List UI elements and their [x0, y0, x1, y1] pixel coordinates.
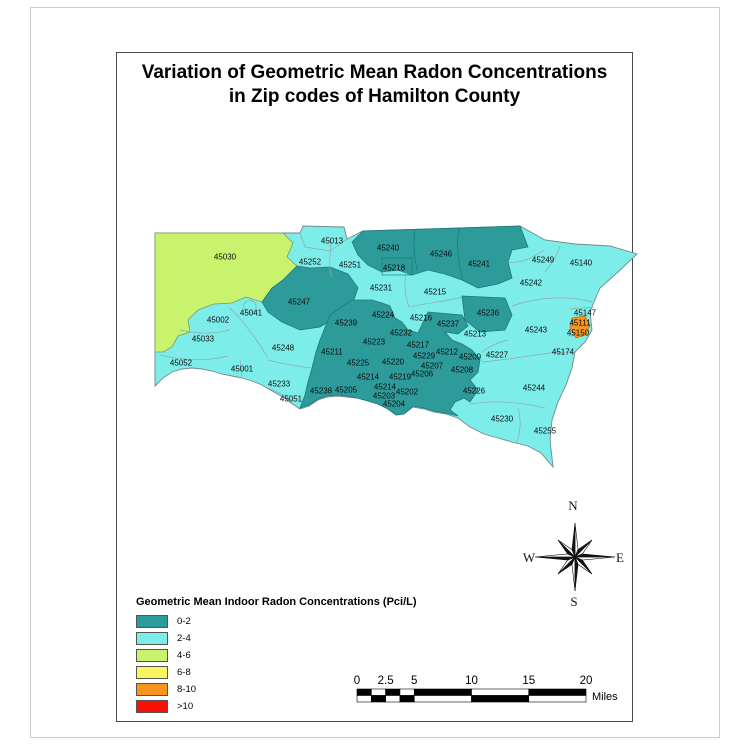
compass-point — [574, 556, 593, 575]
scale-unit-label: Miles — [592, 691, 618, 703]
compass-north-label: N — [568, 498, 578, 513]
scale-tick-label: 5 — [411, 675, 417, 687]
scale-bar-segment — [371, 695, 386, 703]
scale-bar-segment — [356, 695, 372, 703]
map-title-line1: Variation of Geometric Mean Radon Concen… — [141, 62, 608, 83]
scale-tick-label: 2.5 — [378, 675, 394, 687]
map-title: Variation of Geometric Mean Radon Concen… — [116, 61, 633, 109]
scale-bar-segment — [371, 688, 386, 696]
legend-label: 6-8 — [177, 667, 191, 678]
legend-label: 0-2 — [177, 616, 191, 627]
legend-swatch — [136, 615, 168, 628]
legend-label: >10 — [177, 701, 194, 712]
legend-swatch — [136, 700, 168, 713]
scale-bar-segment — [356, 688, 372, 696]
page-border — [30, 7, 720, 738]
compass-west-label: W — [522, 550, 536, 565]
scale-bar-segment — [528, 688, 587, 696]
region-central — [299, 299, 481, 417]
scale-tick-label: 0 — [354, 675, 360, 687]
scale-tick-label: 20 — [580, 675, 593, 687]
legend-swatch — [136, 683, 168, 696]
legend-title: Geometric Mean Indoor Radon Concentratio… — [136, 596, 417, 608]
scale-tick-label: 15 — [522, 675, 535, 687]
compass-point — [557, 556, 576, 575]
legend-items: 0-2 2-4 4-6 6-8 8-10 >10 — [136, 613, 196, 715]
map-title-line2: in Zip codes of Hamilton County — [228, 86, 521, 107]
legend-item: 6-8 — [136, 664, 196, 681]
legend-item: 8-10 — [136, 681, 196, 698]
compass-south-label: S — [570, 594, 578, 609]
compass-point — [574, 556, 579, 592]
legend-swatch — [136, 666, 168, 679]
scale-bar-segment — [413, 688, 472, 696]
compass-point — [557, 539, 576, 558]
compass-point — [574, 553, 616, 558]
scale-bar-segment — [413, 695, 472, 703]
legend-label: 4-6 — [177, 650, 191, 661]
legend-label: 2-4 — [177, 633, 191, 644]
legend-item: 2-4 — [136, 630, 196, 647]
scale-bar-segment — [385, 695, 401, 703]
scale-bar-segment — [399, 695, 415, 703]
region-45030 — [154, 232, 298, 353]
compass-rose — [534, 522, 616, 592]
legend-item: 4-6 — [136, 647, 196, 664]
compass-point — [574, 539, 593, 558]
scale-bar-segment — [471, 695, 530, 703]
compass-east-label: E — [616, 550, 624, 565]
legend-swatch — [136, 632, 168, 645]
scale-bar-segment — [471, 688, 530, 696]
scale-bar: 0 2.5 5 10 15 20 Miles — [354, 675, 618, 703]
scale-tick-label: 10 — [465, 675, 478, 687]
scale-bar-segment — [528, 695, 587, 703]
zip-boundaries — [159, 232, 595, 445]
dark-zip-boundaries — [381, 227, 464, 282]
legend-label: 8-10 — [177, 684, 197, 695]
legend-swatch — [136, 649, 168, 662]
compass-point — [534, 556, 576, 561]
legend-item: >10 — [136, 698, 196, 715]
scale-bar-segment — [399, 688, 415, 696]
legend-item: 0-2 — [136, 613, 196, 630]
scale-bar-segment — [385, 688, 401, 696]
